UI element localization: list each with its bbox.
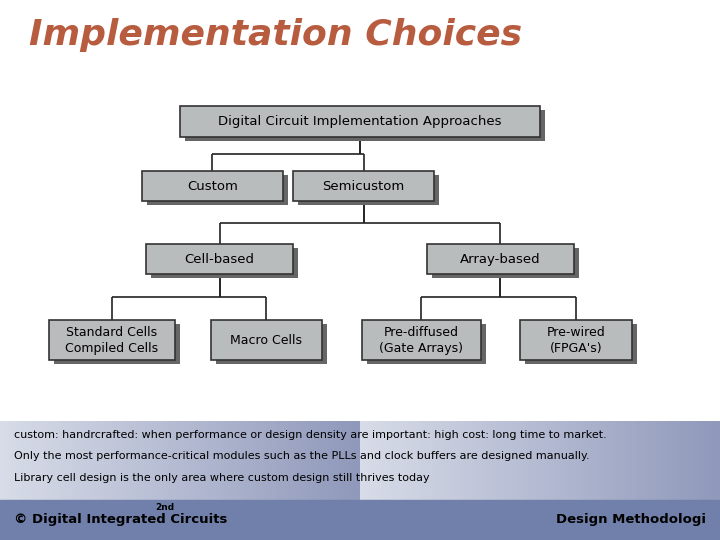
FancyBboxPatch shape bbox=[151, 248, 299, 278]
Text: Macro Cells: Macro Cells bbox=[230, 334, 302, 347]
FancyBboxPatch shape bbox=[49, 320, 174, 361]
FancyBboxPatch shape bbox=[299, 175, 439, 205]
FancyBboxPatch shape bbox=[180, 106, 540, 137]
Text: Array-based: Array-based bbox=[460, 253, 541, 266]
Text: Pre-wired
(FPGA's): Pre-wired (FPGA's) bbox=[546, 326, 606, 355]
FancyBboxPatch shape bbox=[431, 248, 579, 278]
FancyBboxPatch shape bbox=[216, 323, 327, 364]
FancyBboxPatch shape bbox=[294, 171, 433, 201]
FancyBboxPatch shape bbox=[361, 320, 481, 361]
Text: Pre-diffused
(Gate Arrays): Pre-diffused (Gate Arrays) bbox=[379, 326, 463, 355]
Text: Custom: Custom bbox=[187, 180, 238, 193]
FancyBboxPatch shape bbox=[426, 244, 575, 274]
Text: Cell-based: Cell-based bbox=[184, 253, 255, 266]
Text: custom: handrcrafted: when performance or design density are important: high cos: custom: handrcrafted: when performance o… bbox=[14, 430, 607, 440]
Text: 2nd: 2nd bbox=[155, 503, 174, 512]
FancyBboxPatch shape bbox=[185, 110, 545, 141]
Text: Only the most performance-critical modules such as the PLLs and clock buffers ar: Only the most performance-critical modul… bbox=[14, 451, 590, 461]
Bar bbox=[0, 500, 720, 540]
FancyBboxPatch shape bbox=[366, 323, 485, 364]
FancyBboxPatch shape bbox=[526, 323, 637, 364]
FancyBboxPatch shape bbox=[210, 320, 323, 361]
Text: Design Methodologi: Design Methodologi bbox=[556, 513, 706, 526]
FancyBboxPatch shape bbox=[147, 175, 288, 205]
Text: Semicustom: Semicustom bbox=[323, 180, 405, 193]
FancyBboxPatch shape bbox=[145, 244, 294, 274]
Text: Digital Circuit Implementation Approaches: Digital Circuit Implementation Approache… bbox=[218, 115, 502, 128]
Text: Library cell design is the only area where custom design still thrives today: Library cell design is the only area whe… bbox=[14, 473, 430, 483]
Text: © Digital Integrated Circuits: © Digital Integrated Circuits bbox=[14, 513, 228, 526]
FancyBboxPatch shape bbox=[142, 171, 282, 201]
Text: Standard Cells
Compiled Cells: Standard Cells Compiled Cells bbox=[65, 326, 158, 355]
FancyBboxPatch shape bbox=[521, 320, 632, 361]
FancyBboxPatch shape bbox=[54, 323, 180, 364]
Text: Implementation Choices: Implementation Choices bbox=[29, 18, 522, 52]
